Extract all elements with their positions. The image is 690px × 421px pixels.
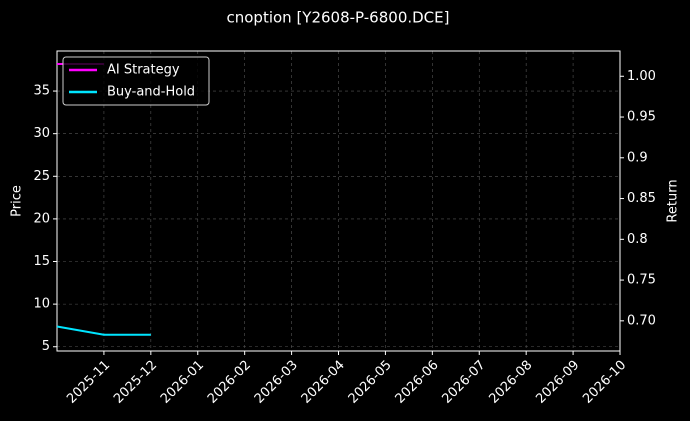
chart-title: cnoption [Y2608-P-6800.DCE] [227,9,450,27]
y-tick-label: 15 [33,254,50,269]
y-tick-label: 30 [33,126,50,141]
plot-frame [56,50,621,352]
y2-axis-label: Return [666,179,681,222]
legend-box [62,56,210,106]
y2-tick-label: 0.85 [627,191,656,206]
y-tick-label: 25 [33,169,50,184]
y2-tick-label: 0.9 [627,150,648,165]
y2-tick-label: 0.8 [627,232,648,247]
y2-tick-label: 0.70 [627,313,656,328]
y-tick-label: 10 [33,297,50,312]
y-tick-label: 5 [42,339,50,354]
y-axis-label: Price [10,185,25,217]
legend-label: Buy-and-Hold [107,85,195,100]
y-tick-label: 35 [33,84,50,99]
legend-label: AI Strategy [107,63,180,78]
y2-tick-label: 1.00 [627,69,656,84]
y2-tick-label: 0.75 [627,273,656,288]
y-tick-label: 20 [33,211,50,226]
y2-tick-label: 0.95 [627,110,656,125]
line [56,325,151,336]
